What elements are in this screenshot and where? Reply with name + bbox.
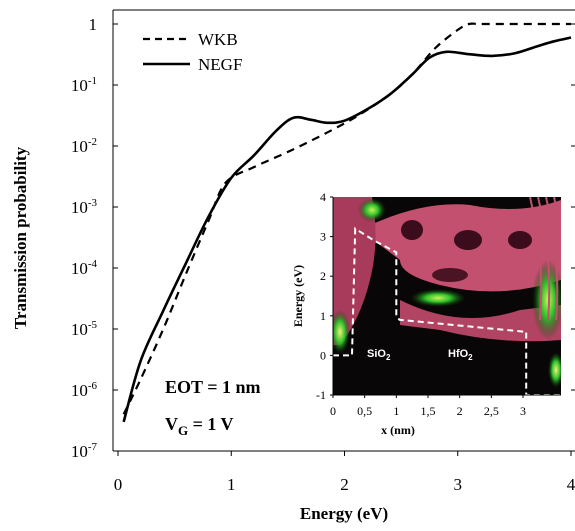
y-tick-label: 1 bbox=[89, 15, 98, 34]
legend-label-negf: NEGF bbox=[198, 55, 242, 74]
inset-label-hfo2: HfO2 bbox=[448, 348, 473, 362]
inset-x-tick-label: 3 bbox=[520, 404, 526, 418]
inset-dark-node-1 bbox=[454, 230, 482, 250]
inset-y-tick-label: 0 bbox=[320, 348, 326, 362]
x-tick-label: 3 bbox=[454, 475, 463, 494]
inset-band-profile bbox=[333, 226, 561, 396]
x-tick-label: 1 bbox=[227, 475, 236, 494]
inset-y-tick-label: 1 bbox=[320, 309, 326, 323]
inset-y-ticks: 4 3 2 1 0 -1 bbox=[316, 190, 333, 402]
series-line-wkb bbox=[122, 22, 571, 415]
series-layer bbox=[122, 22, 572, 423]
y-tick-label: 10-6 bbox=[71, 380, 98, 400]
x-axis-ticks: 0 1 2 3 4 bbox=[114, 451, 575, 494]
y-tick-label: 10-4 bbox=[71, 258, 98, 278]
legend-label-wkb: WKB bbox=[198, 30, 238, 49]
x-tick-label: 4 bbox=[567, 475, 575, 494]
sio2-sub: 2 bbox=[386, 353, 391, 362]
x-axis-title: Energy (eV) bbox=[300, 504, 388, 523]
inset-fringes bbox=[529, 197, 561, 321]
inset-x-ticks: 0 0,5 1 1,5 2 2,5 3 bbox=[330, 395, 526, 418]
vg-rest: = 1 V bbox=[188, 414, 233, 434]
series-line-negf bbox=[122, 36, 572, 423]
inset-dark-node-3 bbox=[401, 220, 423, 240]
hfo2-sub: 2 bbox=[468, 353, 473, 362]
inset-x-tick-label: 1 bbox=[393, 404, 399, 418]
y-tick-label: 10-1 bbox=[71, 75, 97, 95]
inset-x-tick-label: 0,5 bbox=[357, 404, 372, 418]
inset-y-tick-label: 3 bbox=[320, 230, 326, 244]
y-tick-label: 10-7 bbox=[71, 441, 98, 461]
inset-y-axis-title: Energy (eV) bbox=[291, 265, 305, 327]
inset-x-tick-label: 2,5 bbox=[484, 404, 499, 418]
inset-dark-node-4 bbox=[432, 268, 468, 282]
eot-annotation: EOT = 1 nm bbox=[165, 377, 260, 397]
x-tick-label: 2 bbox=[340, 475, 349, 494]
inset-dark-node-2 bbox=[508, 231, 532, 249]
y-tick-label: 10-5 bbox=[71, 319, 98, 339]
inset-x-axis-title: x (nm) bbox=[381, 423, 415, 437]
inset-green-blob-top bbox=[358, 198, 386, 222]
inset-green-blob-right bbox=[532, 260, 561, 340]
inset-yellow-blob-right bbox=[548, 352, 561, 388]
x-tick-label: 0 bbox=[114, 475, 123, 494]
inset-y-tick-label: 2 bbox=[320, 269, 326, 283]
vg-subscript: G bbox=[178, 423, 188, 438]
y-axis-title: Transmission probability bbox=[11, 146, 30, 329]
inset-y-tick-label: -1 bbox=[316, 388, 326, 402]
inset-x-tick-label: 2 bbox=[457, 404, 463, 418]
hfo2-base: HfO bbox=[448, 348, 469, 360]
legend: WKB NEGF bbox=[143, 30, 242, 74]
inset-y-tick-label: 4 bbox=[320, 190, 326, 204]
inset-x-tick-label: 0 bbox=[330, 404, 336, 418]
vg-annotation: VG = 1 V bbox=[165, 414, 234, 438]
sio2-base: SiO bbox=[367, 348, 386, 360]
inset-green-blob-center bbox=[410, 289, 466, 307]
inset-yellow-blob-left bbox=[333, 310, 350, 354]
inset-label-sio2: SiO2 bbox=[367, 348, 391, 362]
y-tick-label: 10-3 bbox=[71, 197, 98, 217]
vg-main: V bbox=[165, 414, 178, 434]
inset-x-tick-label: 1,5 bbox=[421, 404, 436, 418]
y-axis-ticks: 110-110-210-310-410-510-610-7 bbox=[71, 15, 575, 461]
y-tick-label: 10-2 bbox=[71, 136, 97, 156]
